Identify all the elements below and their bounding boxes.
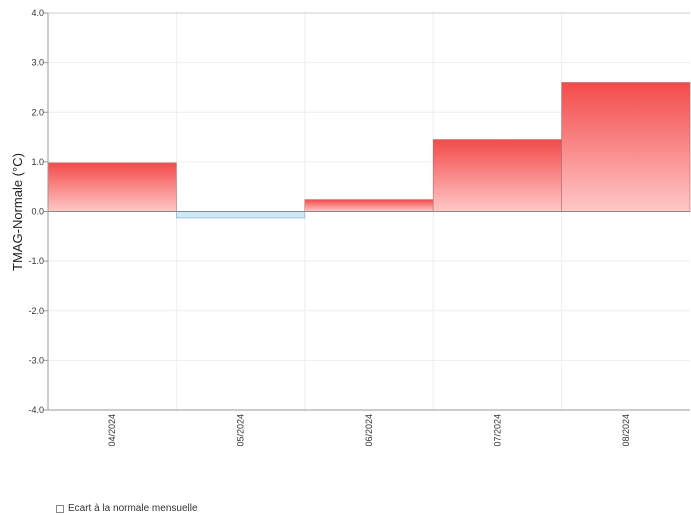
y-tick-label: 3.0 <box>31 58 44 68</box>
y-tick-label: -3.0 <box>28 355 44 365</box>
y-axis-label: TMAG-Normale (°C) <box>10 153 25 271</box>
y-tick-label: 0.0 <box>31 207 44 217</box>
legend-label: Ecart à la normale mensuelle <box>68 503 198 514</box>
x-tick-label: 05/2024 <box>236 414 246 447</box>
bars <box>47 82 691 219</box>
legend-checkbox[interactable] <box>56 504 64 513</box>
bar <box>304 199 434 212</box>
axes: 4.0 3.0 2.0 1.0 0.0 -1.0 -2.0 -3.0 -4.0 04/2024 05… <box>28 8 690 447</box>
x-tick-label: 08/2024 <box>621 414 631 447</box>
legend[interactable]: Ecart à la normale mensuelle <box>56 503 198 514</box>
x-tick-label: 04/2024 <box>107 414 117 447</box>
y-tick-label: -2.0 <box>28 306 44 316</box>
y-tick-label: -1.0 <box>28 256 44 266</box>
x-tick-label: 06/2024 <box>364 414 374 447</box>
bar <box>432 139 562 212</box>
x-tick-label: 07/2024 <box>492 414 502 447</box>
y-tick-label: 4.0 <box>31 8 44 18</box>
bar <box>561 82 691 212</box>
y-tick-label: 1.0 <box>31 157 44 167</box>
bar <box>47 162 177 212</box>
y-tick-label: -4.0 <box>28 405 44 415</box>
bar <box>176 211 306 219</box>
y-tick-label: 2.0 <box>31 107 44 117</box>
